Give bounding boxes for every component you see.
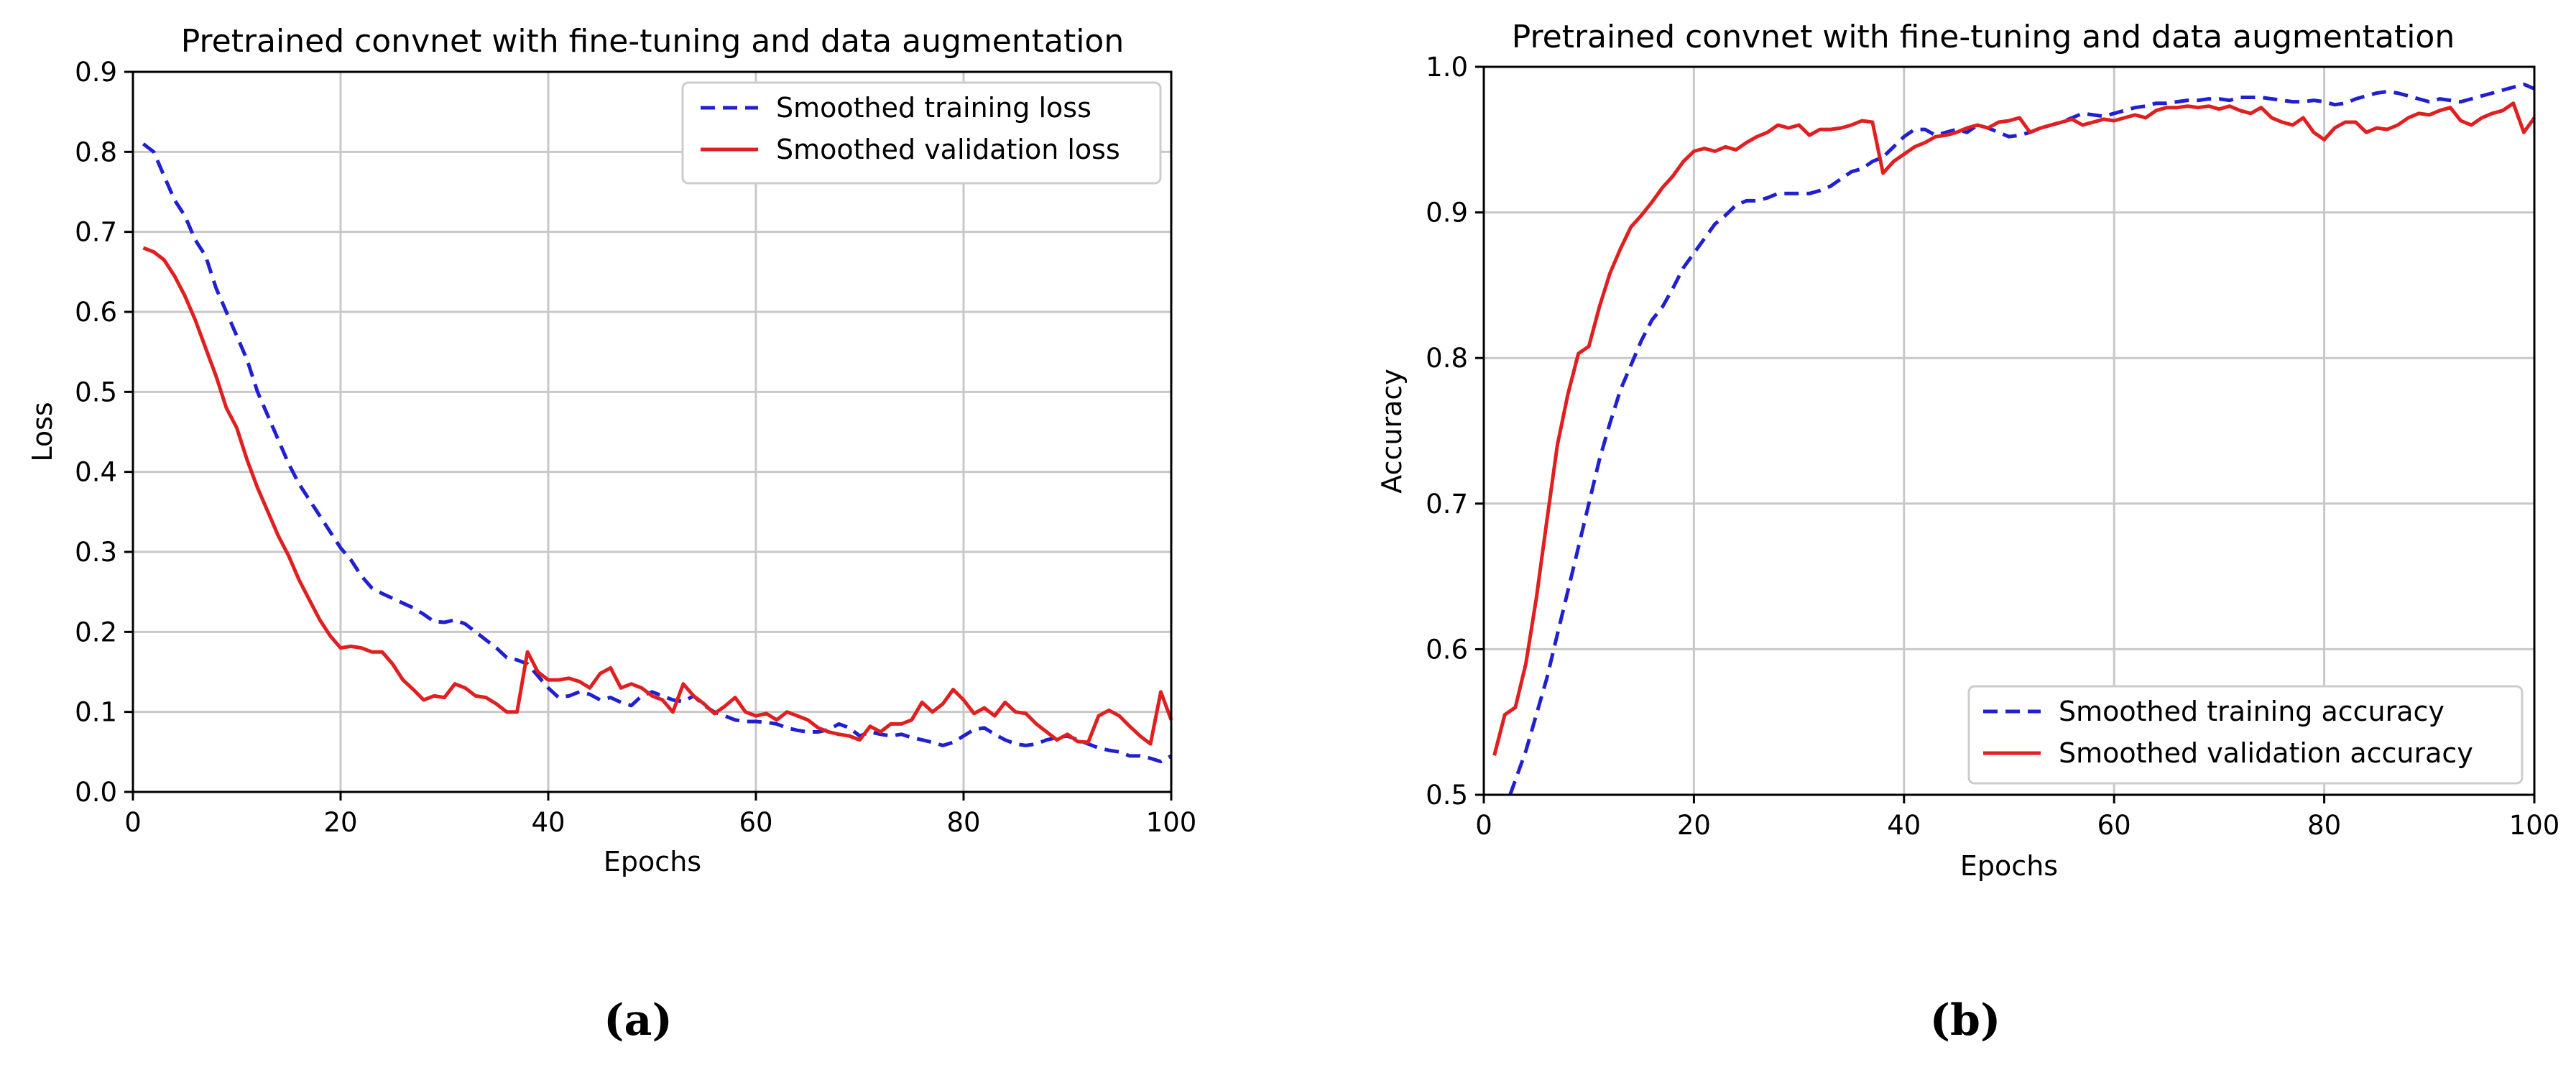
panel-b-ytick-label: 0.8 [1426,343,1468,374]
panel-b-xtick-label: 100 [2509,810,2560,841]
panel-b-legend: Smoothed training accuracy Smoothed vali… [1967,685,2524,785]
panel-a-xlabel: Epochs [604,846,701,877]
panel-a-xtick-label: 80 [946,807,980,838]
panel-b-ytick-label: 0.9 [1426,198,1468,229]
panel-a-xtick-label: 100 [1146,807,1197,838]
panel-b-legend-label-validation: Smoothed validation accuracy [2059,737,2473,769]
panel-a-ytick-label: 0.9 [75,57,117,88]
panel-a-ytick-label: 0.8 [75,137,117,167]
panel-b-ytick-label: 0.5 [1426,780,1468,811]
panel-a-ticks: 0 20 40 60 80 100 0.0 0.1 0.2 0.3 0.4 0.5 0.6 0.7 0.8 0… [75,57,1196,838]
panel-b-ticks: 0 20 40 60 80 100 0.5 0.6 0.7 0.8 0.9 1.0 [1426,52,2559,841]
panel-a-ylabel: Loss [27,402,58,461]
panel-b-ytick-label: 1.0 [1426,52,1468,83]
panel-a-ytick-label: 0.4 [75,457,117,488]
panel-b-legend-box [1967,685,2524,785]
panel-b-legend-label-training: Smoothed training accuracy [2059,696,2445,727]
panel-a-ytick-label: 0.6 [75,297,117,328]
panel-a-ytick-label: 0.2 [75,617,117,647]
panel-b-xtick-label: 0 [1475,810,1492,841]
panel-b-caption: (b) [1930,995,2001,1046]
panel-b-xtick-label: 60 [2097,810,2131,841]
panel-a-ytick-label: 0.7 [75,217,117,248]
panel-b-ytick-label: 0.6 [1426,634,1468,665]
panel-b-xlabel: Epochs [1960,850,2058,882]
panel-a-series-validation-line [142,246,1173,746]
panel-a-ytick-label: 0.5 [75,377,117,407]
panel-a-series-training-line [142,142,1173,764]
panel-b-plot-frame [1482,65,2536,796]
panel-a-legend: Smoothed training loss Smoothed validati… [681,81,1162,185]
panel-a-title: Pretrained convnet with fine-tuning and … [181,23,1124,60]
panel-b: Pretrained convnet with fine-tuning and … [1376,19,2559,1046]
panel-a-xtick-label: 20 [323,807,357,838]
panel-b-xtick-label: 40 [1887,810,1921,841]
panel-a-legend-label-training: Smoothed training loss [776,92,1091,124]
panel-a-ytick-label: 0.3 [75,537,117,568]
panel-b-ylabel: Accuracy [1376,369,1408,494]
panel-b-series-validation-line [1492,101,2536,756]
panel-b-xtick-label: 20 [1677,810,1711,841]
panel-b-xtick-label: 80 [2307,810,2341,841]
panel-a-xtick-label: 0 [124,807,142,838]
panel-a-legend-label-validation: Smoothed validation loss [776,134,1120,165]
panel-a-series [142,142,1173,764]
panel-a-legend-box [681,81,1162,185]
panel-b-series [1492,82,2536,796]
panel-a: Pretrained convnet with fine-tuning and … [27,23,1196,1046]
panel-a-ytick-label: 0.1 [75,697,117,728]
panel-a-xtick-label: 60 [739,807,772,838]
panel-a-caption: (a) [604,995,673,1046]
panel-b-series-training-line [1508,82,2535,796]
panel-a-xtick-label: 40 [531,807,565,838]
panel-a-plot-frame [131,70,1173,793]
panel-a-ytick-label: 0.0 [75,777,117,808]
panel-b-title: Pretrained convnet with fine-tuning and … [1512,19,2455,55]
panel-b-ytick-label: 0.7 [1426,489,1468,520]
